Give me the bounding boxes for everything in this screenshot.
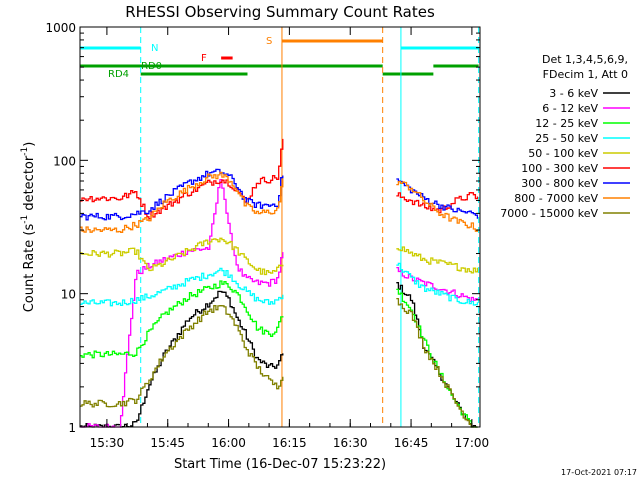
chart-title: RHESSI Observing Summary Count Rates xyxy=(125,3,435,21)
x-tick-label: 16:00 xyxy=(211,436,246,450)
plot-frame xyxy=(79,26,481,428)
x-axis-label: Start Time (16-Dec-07 15:23:22) xyxy=(174,457,386,472)
state-lines xyxy=(140,27,480,427)
y-tick-label: 10 xyxy=(61,288,76,302)
legend-label: 3 - 6 keV xyxy=(549,87,598,100)
legend-label: 50 - 100 keV xyxy=(528,147,598,160)
y-tick-label: 1000 xyxy=(45,21,76,35)
series-line-3 xyxy=(80,262,479,307)
legend-header-2: FDecim 1, Att 0 xyxy=(543,68,628,81)
x-tick-label: 15:30 xyxy=(90,436,125,450)
y-label-main: Count Rate (s xyxy=(22,224,37,313)
legend-entries: 3 - 6 keV 6 - 12 keV 12 - 25 keV 25 - 50 ke… xyxy=(500,87,630,220)
y-tick-label: 1 xyxy=(68,421,76,435)
legend-label: 7000 - 15000 keV xyxy=(500,207,598,220)
x-tick-label: 17:00 xyxy=(455,436,490,450)
legend: Det 1,3,4,5,6,9, FDecim 1, Att 0 3 - 6 k… xyxy=(500,53,630,220)
night-label: N xyxy=(151,43,158,54)
x-tick-label: 15:45 xyxy=(150,436,185,450)
x-tick-label: 16:45 xyxy=(394,436,429,450)
x-axis-ticks: 15:30 15:45 16:00 16:15 16:30 16:45 17:00 xyxy=(86,27,490,450)
series-line-4 xyxy=(80,237,479,276)
legend-label: 100 - 300 keV xyxy=(521,162,598,175)
y-label-end: ) xyxy=(22,142,37,147)
y-label-sup2: -1 xyxy=(20,147,30,156)
y-tick-label: 100 xyxy=(53,154,76,168)
rd0-label: RD0 xyxy=(141,61,162,72)
rd4-label: RD4 xyxy=(108,69,129,80)
flag-bars: N S F RD0 RD4 xyxy=(80,36,479,80)
saa-label: S xyxy=(266,36,272,47)
series-line-7 xyxy=(80,171,479,233)
timestamp: 17-Oct-2021 07:17 xyxy=(561,468,637,477)
legend-label: 25 - 50 keV xyxy=(535,132,598,145)
series-line-8 xyxy=(80,297,478,428)
x-tick-label: 16:15 xyxy=(272,436,307,450)
legend-header-1: Det 1,3,4,5,6,9, xyxy=(542,53,628,66)
legend-label: 300 - 800 keV xyxy=(521,177,598,190)
legend-label: 800 - 7000 keV xyxy=(514,192,598,205)
legend-label: 12 - 25 keV xyxy=(535,117,598,130)
y-label-mid: detector xyxy=(22,155,37,215)
series-lines xyxy=(80,138,479,428)
y-label-sup1: -1 xyxy=(20,215,30,224)
y-axis-label: Count Rate (s-1 detector-1) xyxy=(20,142,37,313)
legend-label: 6 - 12 keV xyxy=(542,102,598,115)
x-tick-label: 16:30 xyxy=(333,436,368,450)
y-axis-ticks: 1 10 100 1000 xyxy=(45,21,480,435)
flare-label: F xyxy=(201,53,207,64)
